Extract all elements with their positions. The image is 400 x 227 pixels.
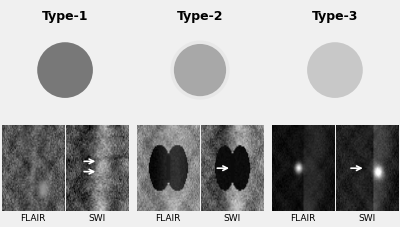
X-axis label: SWI: SWI [88, 213, 106, 222]
X-axis label: FLAIR: FLAIR [20, 213, 46, 222]
Title: Type-1: Type-1 [42, 10, 88, 23]
X-axis label: SWI: SWI [223, 213, 240, 222]
X-axis label: SWI: SWI [358, 213, 376, 222]
Title: Type-2: Type-2 [177, 10, 223, 23]
X-axis label: FLAIR: FLAIR [290, 213, 316, 222]
Circle shape [307, 43, 363, 99]
Circle shape [37, 43, 93, 99]
X-axis label: FLAIR: FLAIR [155, 213, 181, 222]
Circle shape [172, 43, 228, 99]
Title: Type-3: Type-3 [312, 10, 358, 23]
